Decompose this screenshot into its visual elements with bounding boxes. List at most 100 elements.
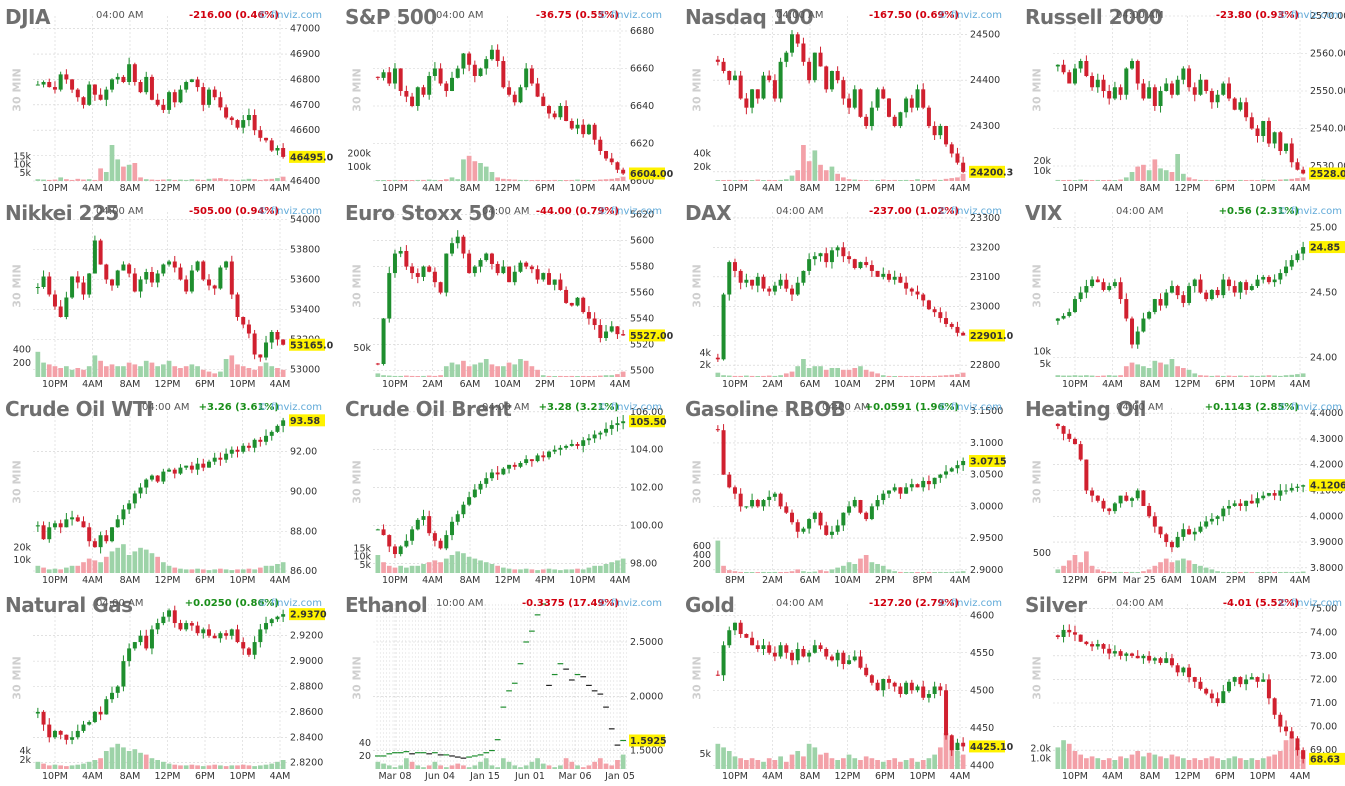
chart-panel[interactable]: 12PM 6PM Mar 25 6AM 10AM 2PM 8PM 4AM 500 3.8000 3.… <box>1020 392 1345 588</box>
source-link[interactable]: © finviz.com <box>937 206 1002 217</box>
volume-bar <box>535 758 540 769</box>
volume-bar <box>620 754 626 769</box>
chart-change: -237.00 (1.02%) <box>868 206 959 217</box>
x-tick-label: 10PM <box>42 575 68 586</box>
interval-label: 30 MIN <box>690 656 704 700</box>
chart-panel[interactable]: 10PM 4AM 8AM 12PM 6PM 10PM 4AM 100k 200k 6600 6620… <box>340 0 680 196</box>
candle <box>52 729 57 740</box>
interval-label: 30 MIN <box>690 68 704 112</box>
source-link[interactable]: © finviz.com <box>597 206 662 217</box>
chart-panel[interactable]: 8PM 2AM 6AM 10AM 2PM 8PM 4AM 200 400 600 2.9000 2.9… <box>680 392 1020 588</box>
source-link[interactable]: © finviz.com <box>597 598 662 609</box>
chart-time: 04:00 AM <box>776 10 824 21</box>
chart-panel[interactable]: 10PM4AM8AM12PM6PM10PM4AM2004005300053200… <box>0 196 340 392</box>
chart-time: 04:00 AM <box>482 402 530 413</box>
last-price-label: 53165.0 <box>290 340 334 351</box>
chart-panel[interactable]: 10PM4AM8AM12PM6PM10PM4AM20k40k2420024300… <box>680 0 1020 196</box>
x-tick-label: 10PM <box>382 183 408 194</box>
chart-panel[interactable]: 10PM 4AM 8AM 12PM 4PM 10PM 4AM 5k 10k 15k 98.00 100… <box>340 392 680 588</box>
chart-panel[interactable]: 10PM4AM8AM12PM6PM10PM4AM10k20k2530.00254… <box>1020 0 1345 196</box>
last-price-label: 46495.0 <box>290 152 334 163</box>
volume-bar <box>766 375 772 377</box>
volume-bar <box>155 179 160 181</box>
candle <box>229 628 234 640</box>
chart-svg: 10PM4AM8AM12PM6PM10PM4AM20k40k2420024300… <box>693 16 1013 194</box>
source-link[interactable]: © finviz.com <box>1277 10 1342 21</box>
source-link[interactable]: © finviz.com <box>257 206 322 217</box>
candle <box>869 503 874 521</box>
volume-bar <box>46 569 52 573</box>
chart-panel[interactable]: 10PM 4AM 8AM 12PM 6PM 10PM 4AM 1.0k 2.0k 69.00 70.… <box>1020 588 1345 784</box>
candle <box>1072 295 1077 314</box>
volume-bar <box>801 359 806 377</box>
volume-bar <box>778 756 783 769</box>
interval-label: 30 MIN <box>10 264 24 308</box>
volume-bar <box>1209 756 1215 769</box>
candle <box>1289 138 1294 168</box>
candle <box>598 136 603 155</box>
candle <box>1209 689 1214 704</box>
candle <box>818 46 823 67</box>
volume-bar <box>903 376 909 377</box>
chart-panel[interactable]: 10PM 4AM 8AM 12PM 6PM 10PM 4AM 10k 20k 86.00 88.00… <box>0 392 340 588</box>
source-link[interactable]: © finviz.com <box>257 598 322 609</box>
candle <box>852 650 857 662</box>
candle <box>212 284 217 295</box>
chart-panel[interactable]: 10PM 4AM 8AM 12PM 6PM 10PM 4AM 5k 10k 24.00 24.50 2… <box>1020 196 1345 392</box>
volume-bar <box>1266 571 1272 573</box>
source-link[interactable]: © finviz.com <box>937 598 1002 609</box>
source-link[interactable]: © finviz.com <box>597 10 662 21</box>
volume-bar <box>404 567 409 573</box>
source-link[interactable]: © finviz.com <box>257 402 322 413</box>
candle <box>795 642 800 665</box>
chart-panel[interactable]: Mar 08 Jun 04 Jan 15 Jun 01 Mar 06 Jan 05 20 40… <box>340 588 680 784</box>
source-link[interactable]: © finviz.com <box>597 402 662 413</box>
volume-bar <box>489 172 495 181</box>
volume-bar <box>569 761 575 769</box>
source-link[interactable]: © finviz.com <box>937 10 1002 21</box>
volume-bar <box>432 761 438 769</box>
candle <box>161 263 166 277</box>
y-tick-label: 46600 <box>290 125 320 136</box>
volume-bar <box>943 733 949 769</box>
chart-panel[interactable]: 10PM 4AM 8AM 12PM 6PM 10PM 4AM 5k 4400 4450 4500 45… <box>680 588 1020 784</box>
volume-bar <box>183 569 189 573</box>
volume-bar <box>1232 180 1238 181</box>
volume-bar <box>1215 375 1220 377</box>
chart-panel[interactable]: 10PM 4AM 8AM 12PM 6PM 10PM 4AM 2k 4k 2.8200 2.8400… <box>0 588 340 784</box>
chart-change: +0.56 (2.31%) <box>1218 206 1299 217</box>
y-tick-label: 23200 <box>970 242 1000 253</box>
chart-panel[interactable]: 10PM4AM8AM12PM6PM10PM4AM5k10k15k46400465… <box>0 0 340 196</box>
candle <box>127 262 132 278</box>
source-link[interactable]: © finviz.com <box>1277 206 1342 217</box>
source-link[interactable]: © finviz.com <box>257 10 322 21</box>
volume-bar <box>1146 368 1152 377</box>
source-link[interactable]: © finviz.com <box>937 402 1002 413</box>
candle <box>1272 274 1277 287</box>
volume-bar <box>149 758 155 769</box>
volume-bar <box>932 572 937 573</box>
candle <box>818 511 823 530</box>
last-price-marker: 4425.10 <box>969 740 1014 753</box>
candle <box>858 650 863 670</box>
chart-panel[interactable]: 10PM 2AM 6AM 10AM 2PM 10PM 4AM 50k 5500 5520 5540 5… <box>340 196 680 392</box>
candle <box>1226 679 1231 694</box>
volume-bar <box>472 364 478 377</box>
source-link[interactable]: © finviz.com <box>1277 598 1342 609</box>
volume-bar <box>381 562 386 573</box>
chart-panel[interactable]: 10PM2AM6AM10AM2PM10PM4AM2k4k228002290023… <box>680 196 1020 392</box>
source-link[interactable]: © finviz.com <box>1277 402 1342 413</box>
candle <box>852 85 857 110</box>
candle <box>1158 656 1163 666</box>
candle <box>427 510 432 536</box>
chart-change: -216.00 (0.46%) <box>188 10 279 21</box>
volume-bar <box>535 570 540 573</box>
volume-bar <box>801 571 806 573</box>
candle <box>455 510 460 526</box>
candle <box>1118 649 1123 660</box>
candle <box>427 71 432 100</box>
volume-bar <box>1141 571 1146 573</box>
volume-bar <box>495 177 500 181</box>
candle <box>1147 503 1152 519</box>
candle <box>235 446 240 458</box>
